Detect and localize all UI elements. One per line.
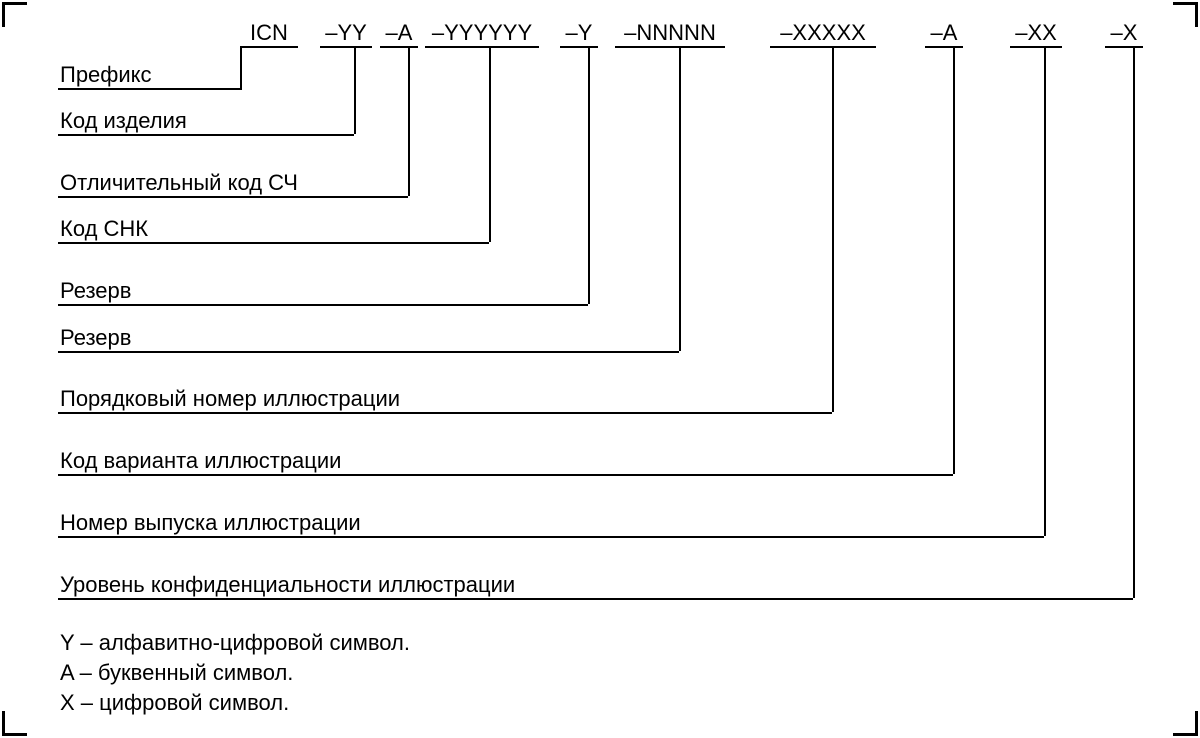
- code-segment-underline-5: [615, 46, 725, 48]
- code-segment-4: –Y: [560, 20, 598, 46]
- connector-7: [953, 46, 955, 474]
- code-segment-underline-9: [1105, 46, 1143, 48]
- crop-top-left: [2, 2, 27, 27]
- code-segment-0: ICN: [240, 20, 298, 46]
- code-segment-underline-3: [425, 46, 539, 48]
- code-segment-2: –A: [380, 20, 418, 46]
- code-segment-underline-6: [770, 46, 876, 48]
- code-segment-3: –YYYYYY: [425, 20, 539, 46]
- field-underline-5: [58, 351, 679, 353]
- field-label-0: Префикс: [60, 62, 152, 88]
- field-label-7: Код варианта иллюстрации: [60, 448, 341, 474]
- field-underline-1: [58, 134, 354, 136]
- code-segment-underline-0: [240, 46, 298, 48]
- field-underline-6: [58, 412, 832, 414]
- diagram-canvas: ICN –YY –A –YYYYYY –Y –NNNNN –XXXXX –A –XX –X Преф…: [0, 0, 1200, 738]
- field-label-1: Код изделия: [60, 108, 187, 134]
- legend-line-0: Y – алфавитно-цифровой символ.: [60, 630, 410, 656]
- field-label-4: Резерв: [60, 278, 131, 304]
- field-label-9: Уровень конфиденциальности иллюстрации: [60, 572, 515, 598]
- code-segment-underline-2: [380, 46, 418, 48]
- field-underline-9: [58, 598, 1133, 600]
- field-underline-7: [58, 474, 953, 476]
- field-underline-ext-0: [227, 88, 242, 90]
- field-label-3: Код СНК: [60, 216, 148, 242]
- crop-bottom-left: [2, 711, 27, 736]
- connector-3: [489, 46, 491, 242]
- connector-4: [588, 46, 590, 304]
- crop-top-right: [1173, 2, 1198, 27]
- code-segment-underline-4: [560, 46, 598, 48]
- field-label-5: Резерв: [60, 325, 131, 351]
- code-segment-underline-1: [320, 46, 372, 48]
- code-segment-1: –YY: [320, 20, 372, 46]
- field-underline-0: [58, 88, 227, 90]
- field-underline-4: [58, 304, 588, 306]
- code-segment-9: –X: [1105, 20, 1143, 46]
- crop-bottom-right: [1173, 711, 1198, 736]
- field-underline-3: [58, 242, 489, 244]
- code-segment-underline-8: [1010, 46, 1062, 48]
- code-segment-6: –XXXXX: [770, 20, 876, 46]
- field-label-6: Порядковый номер иллюстрации: [60, 386, 400, 412]
- connector-5: [679, 46, 681, 351]
- code-segment-8: –XX: [1010, 20, 1062, 46]
- code-segment-5: –NNNNN: [615, 20, 725, 46]
- field-label-8: Номер выпуска иллюстрации: [60, 510, 361, 536]
- legend-line-1: A – буквенный символ.: [60, 660, 293, 686]
- connector-2: [408, 46, 410, 196]
- connector-0: [240, 46, 242, 88]
- field-label-2: Отличительный код СЧ: [60, 170, 298, 196]
- connector-1: [354, 46, 356, 134]
- code-segment-7: –A: [925, 20, 963, 46]
- connector-9: [1133, 46, 1135, 598]
- field-underline-2: [58, 196, 408, 198]
- code-segment-underline-7: [925, 46, 963, 48]
- field-underline-8: [58, 536, 1044, 538]
- connector-6: [832, 46, 834, 412]
- connector-8: [1044, 46, 1046, 536]
- legend-line-2: X – цифровой символ.: [60, 690, 289, 716]
